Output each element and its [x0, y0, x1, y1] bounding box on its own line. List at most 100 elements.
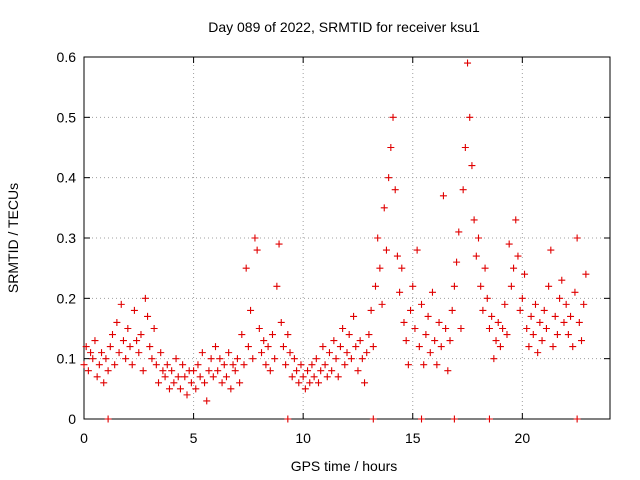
- data-point: [398, 264, 406, 272]
- data-point: [106, 343, 114, 351]
- data-point: [201, 379, 209, 387]
- data-point: [244, 343, 252, 351]
- data-point: [207, 355, 215, 363]
- data-point: [510, 264, 518, 272]
- data-point: [334, 373, 342, 381]
- data-point: [119, 337, 127, 345]
- data-point: [558, 276, 566, 284]
- data-point: [363, 349, 371, 357]
- data-point: [214, 367, 222, 375]
- data-point: [562, 300, 570, 308]
- data-point: [575, 318, 583, 326]
- data-point: [218, 379, 226, 387]
- data-point: [122, 355, 130, 363]
- data-point: [135, 349, 143, 357]
- data-point: [111, 361, 119, 369]
- data-point: [578, 337, 586, 345]
- data-point: [455, 228, 463, 236]
- data-point: [130, 306, 138, 314]
- data-point: [168, 367, 176, 375]
- data-point: [332, 355, 340, 363]
- data-point: [407, 306, 415, 314]
- data-point: [494, 318, 502, 326]
- data-point: [431, 337, 439, 345]
- chart-title: Day 089 of 2022, SRMTID for receiver ksu…: [208, 19, 480, 35]
- data-point: [282, 361, 290, 369]
- data-point: [174, 373, 182, 381]
- data-point: [479, 306, 487, 314]
- data-point: [426, 349, 434, 357]
- data-point: [293, 367, 301, 375]
- data-point: [155, 379, 163, 387]
- data-point: [260, 337, 268, 345]
- data-point: [341, 361, 349, 369]
- data-point: [297, 361, 305, 369]
- data-point: [345, 331, 353, 339]
- data-point: [82, 343, 90, 351]
- data-point: [339, 325, 347, 332]
- data-point: [240, 361, 248, 369]
- data-point: [284, 331, 292, 339]
- data-point: [553, 331, 561, 339]
- data-point: [315, 379, 323, 387]
- data-point: [222, 373, 230, 381]
- zero-marker-point: [573, 415, 581, 423]
- data-point: [444, 367, 452, 375]
- data-point: [104, 367, 112, 375]
- data-point: [402, 337, 410, 345]
- data-point: [172, 355, 180, 363]
- data-point: [446, 337, 454, 345]
- data-point: [192, 385, 200, 393]
- data-point: [347, 355, 355, 363]
- data-point: [190, 367, 198, 375]
- data-point: [113, 318, 121, 326]
- data-point: [404, 361, 412, 369]
- x-tick-label: 0: [80, 430, 88, 446]
- data-point: [266, 367, 274, 375]
- data-point: [413, 246, 421, 254]
- data-point: [428, 288, 436, 296]
- data-point: [216, 355, 224, 363]
- data-point: [225, 349, 233, 357]
- data-point: [288, 373, 296, 381]
- data-point: [275, 240, 283, 248]
- data-point: [523, 325, 531, 332]
- data-point: [176, 385, 184, 393]
- data-point: [393, 252, 401, 260]
- data-point: [295, 379, 303, 387]
- data-point: [268, 331, 276, 339]
- data-point: [527, 312, 535, 320]
- data-point: [317, 367, 325, 375]
- data-point: [354, 367, 362, 375]
- data-point: [385, 174, 393, 182]
- data-point: [374, 234, 382, 242]
- data-point: [233, 355, 241, 363]
- data-point: [560, 318, 568, 326]
- data-point: [227, 385, 235, 393]
- data-point: [242, 264, 250, 272]
- data-point: [251, 234, 259, 242]
- data-point: [376, 264, 384, 272]
- data-point: [538, 337, 546, 345]
- data-point: [382, 246, 390, 254]
- data-point: [89, 355, 97, 363]
- data-point: [312, 355, 320, 363]
- data-point: [128, 361, 136, 369]
- data-point: [409, 282, 417, 290]
- y-tick-label: 0: [68, 411, 76, 427]
- data-point: [321, 361, 329, 369]
- y-tick-label: 0.6: [57, 49, 77, 65]
- data-point: [534, 349, 542, 357]
- data-point: [231, 367, 239, 375]
- data-point: [556, 294, 564, 302]
- data-point: [481, 264, 489, 272]
- data-point: [387, 144, 395, 151]
- y-axis-label: SRMTID / TECUs: [5, 183, 21, 293]
- data-point: [415, 343, 423, 351]
- data-point: [124, 325, 132, 332]
- data-point: [540, 306, 548, 314]
- data-point: [396, 288, 404, 296]
- data-point: [220, 361, 228, 369]
- data-point: [161, 373, 169, 381]
- data-point: [238, 331, 246, 339]
